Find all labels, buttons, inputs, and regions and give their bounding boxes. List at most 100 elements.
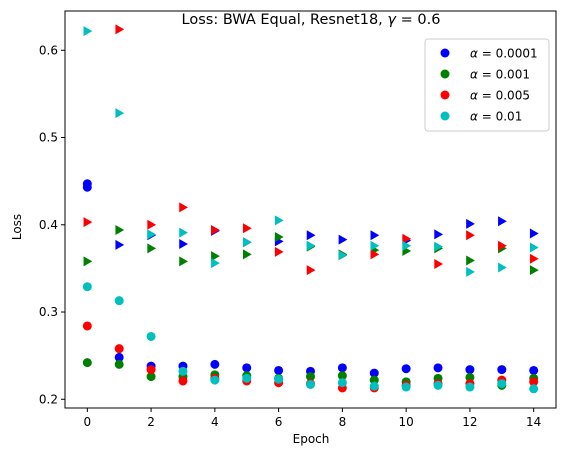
data-point-circle — [82, 282, 92, 292]
data-point-triangle — [211, 251, 220, 262]
data-point-circle — [465, 365, 475, 375]
y-tick-label: 0.3 — [39, 305, 58, 319]
legend-label: α = 0.005 — [470, 89, 530, 103]
data-point-circle — [178, 376, 188, 386]
data-point-triangle — [498, 240, 507, 251]
data-point-triangle — [306, 265, 316, 276]
data-point-circle — [529, 384, 539, 394]
data-point-triangle — [402, 233, 412, 244]
data-point-triangle — [274, 215, 284, 226]
data-point-triangle — [434, 241, 444, 252]
data-point-circle — [497, 379, 507, 389]
data-point-triangle — [147, 229, 157, 240]
x-axis: 0 2 4 6 8 10 12 14 — [83, 408, 541, 429]
data-point-triangle — [466, 218, 475, 229]
x-tick-label: 0 — [83, 415, 91, 429]
legend-label: α = 0.001 — [470, 68, 530, 82]
data-point-circle — [306, 372, 315, 382]
y-tick-label: 0.5 — [39, 131, 58, 145]
data-point-circle — [401, 382, 411, 392]
data-point-triangle — [242, 237, 252, 248]
data-point-circle — [146, 365, 156, 375]
data-point-triangle — [147, 219, 157, 230]
data-point-triangle — [274, 231, 284, 242]
data-point-triangle — [83, 26, 93, 37]
data-point-triangle — [529, 228, 539, 239]
data-point-triangle — [211, 225, 220, 236]
data-point-triangle — [115, 24, 125, 35]
data-point-triangle — [466, 266, 475, 277]
data-point-triangle — [306, 230, 316, 241]
data-point-triangle — [434, 259, 444, 270]
data-point-triangle — [529, 253, 539, 264]
x-tick-label: 14 — [526, 415, 541, 429]
data-point-triangle — [179, 238, 188, 249]
x-tick-label: 6 — [275, 415, 283, 429]
data-point-triangle — [115, 108, 125, 119]
data-point-circle — [433, 380, 443, 390]
data-point-triangle — [498, 262, 507, 273]
data-point-circle — [114, 352, 124, 362]
data-point-triangle — [274, 246, 284, 257]
y-axis-label: Loss — [10, 214, 24, 240]
data-point-circle — [242, 363, 252, 373]
data-point-triangle — [338, 250, 348, 261]
data-point-triangle — [370, 249, 380, 260]
data-point-triangle — [115, 225, 125, 236]
data-point-circle — [146, 331, 156, 341]
data-point-circle — [242, 373, 252, 383]
data-point-circle — [337, 371, 347, 381]
data-point-triangle — [402, 240, 412, 251]
data-point-circle — [529, 377, 539, 387]
data-point-triangle — [147, 243, 157, 254]
data-point-triangle — [529, 242, 539, 253]
x-tick-label: 2 — [147, 415, 155, 429]
legend-marker — [440, 48, 450, 58]
x-tick-label: 8 — [339, 415, 347, 429]
data-point-circle — [82, 358, 92, 368]
data-point-circle — [274, 374, 284, 384]
y-tick-label: 0.2 — [39, 392, 58, 406]
legend-label: α = 0.0001 — [470, 47, 538, 61]
data-point-triangle — [338, 234, 348, 245]
data-point-circle — [114, 296, 124, 306]
chart-title: Loss: BWA Equal, Resnet18, γ = 0.6 — [182, 12, 441, 28]
data-point-triangle — [466, 255, 475, 266]
data-point-circle — [465, 382, 475, 392]
plot-frame — [64, 10, 557, 409]
x-tick-label: 10 — [399, 415, 414, 429]
series-3 — [82, 26, 539, 394]
data-point-triangle — [242, 223, 252, 234]
legend: α = 0.0001 α = 0.001 α = 0.005 α = 0.01 — [424, 38, 550, 132]
data-point-triangle — [83, 256, 93, 267]
data-point-triangle — [179, 256, 188, 267]
data-point-circle — [274, 365, 284, 375]
data-point-circle — [82, 182, 92, 192]
legend-marker — [440, 90, 450, 100]
data-point-circle — [210, 359, 220, 369]
data-point-triangle — [370, 230, 380, 241]
x-tick-label: 4 — [211, 415, 219, 429]
data-point-circle — [337, 363, 347, 373]
data-point-triangle — [179, 202, 188, 213]
y-tick-label: 0.6 — [39, 43, 58, 57]
data-point-triangle — [434, 229, 444, 240]
data-point-triangle — [306, 240, 316, 251]
data-point-circle — [178, 366, 188, 376]
data-point-circle — [210, 375, 220, 385]
plot-area — [82, 24, 539, 394]
data-point-circle — [401, 364, 411, 374]
data-point-circle — [529, 365, 539, 375]
data-point-triangle — [498, 216, 507, 227]
data-point-circle — [82, 321, 92, 331]
data-point-triangle — [466, 230, 475, 241]
data-point-circle — [146, 372, 156, 382]
x-tick-label: 12 — [462, 415, 477, 429]
data-point-circle — [369, 368, 379, 378]
chart-title-text: Loss: BWA Equal, Resnet18, — [182, 12, 388, 28]
data-point-circle — [114, 344, 124, 354]
legend-marker — [440, 69, 450, 79]
data-point-circle — [433, 363, 443, 373]
data-point-triangle — [370, 240, 380, 251]
